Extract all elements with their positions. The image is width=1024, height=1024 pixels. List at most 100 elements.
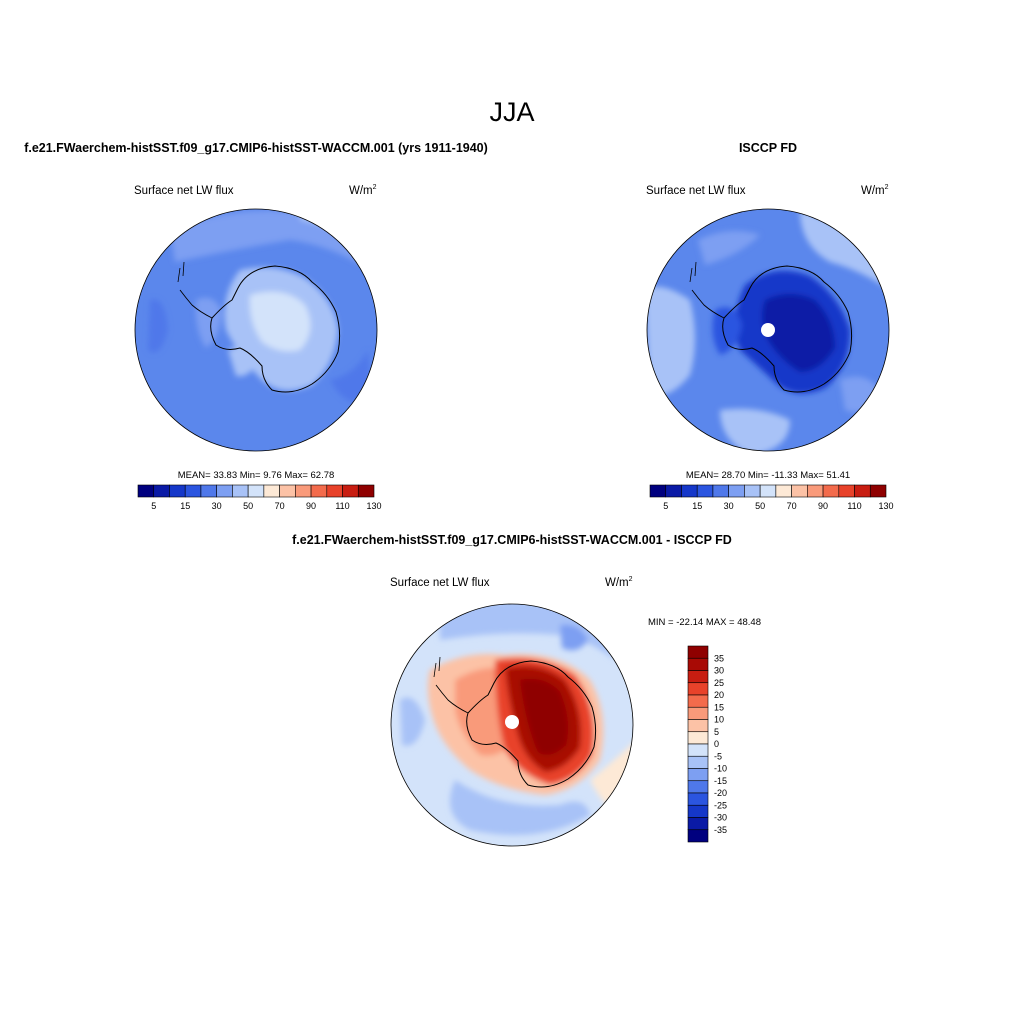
- colorbar-swatch: [326, 484, 343, 498]
- colorbar-swatch: [712, 484, 729, 498]
- colorbar-tick-label: 50: [755, 501, 765, 511]
- panel-2-units: W/m2: [861, 184, 889, 197]
- colorbar-swatch: [665, 484, 682, 498]
- colorbar-swatch: [687, 694, 709, 708]
- colorbar-tick-label: 130: [878, 501, 893, 511]
- colorbar-swatch: [153, 484, 170, 498]
- colorbar-swatch: [687, 768, 709, 782]
- panel-diff: Surface net LW flux W/m2 MIN = -22.14: [390, 576, 761, 847]
- polar-map-obs: [647, 209, 889, 451]
- colorbar-swatch: [687, 804, 709, 818]
- colorbar-swatch: [687, 645, 709, 659]
- colorbar-tick-label: 90: [818, 501, 828, 511]
- polar-map-diff-border: [390, 603, 634, 847]
- colorbar-tick-label: -30: [714, 813, 727, 823]
- colorbar-swatch: [744, 484, 761, 498]
- colorbar-swatch: [357, 484, 375, 498]
- panel-model: Surface net LW flux W/m2 MEAN= 33.83 Min…: [134, 184, 382, 511]
- colorbar-swatch: [263, 484, 280, 498]
- colorbar-swatch: [310, 484, 328, 498]
- colorbar-tick-label: 5: [714, 727, 719, 737]
- colorbar-swatch: [854, 484, 871, 498]
- colorbar-tick-label: 35: [714, 653, 724, 663]
- panel-3-units: W/m2: [605, 576, 633, 589]
- colorbar-swatch: [649, 484, 667, 498]
- colorbar-swatch: [687, 755, 709, 769]
- colorbar-swatch: [687, 792, 709, 806]
- colorbar-swatch: [687, 706, 709, 720]
- panel-1-title: f.e21.FWaerchem-histSST.f09_g17.CMIP6-hi…: [24, 141, 488, 155]
- pole-hole-obs: [761, 323, 775, 337]
- colorbar-swatch: [838, 484, 855, 498]
- colorbar-tick-label: 110: [847, 501, 861, 511]
- polar-map-model-border: [134, 208, 378, 452]
- colorbar-swatch: [791, 484, 808, 498]
- colorbar-swatch: [687, 780, 709, 794]
- colorbar-tick-label: 70: [275, 501, 285, 511]
- colorbar-swatch: [169, 484, 186, 498]
- colorbar-tick-label: 30: [212, 501, 222, 511]
- colorbar-tick-label: 90: [306, 501, 316, 511]
- colorbar-swatch: [681, 484, 698, 498]
- colorbar-tick-label: -20: [714, 788, 727, 798]
- colorbar-swatch: [687, 682, 709, 696]
- colorbar-swatch: [247, 484, 265, 498]
- colorbar-swatch: [687, 670, 709, 684]
- colorbar-swatch: [759, 484, 777, 498]
- colorbar-tick-label: 130: [366, 501, 381, 511]
- colorbar-tick-label: 5: [151, 501, 156, 511]
- panel-1-variable-label: Surface net LW flux: [134, 185, 234, 197]
- colorbar-tick-label: 15: [180, 501, 190, 511]
- colorbar-swatch: [775, 484, 792, 498]
- figure-title: JJA: [489, 97, 534, 127]
- colorbar-tick-label: 0: [714, 739, 719, 749]
- colorbar-tick-label: 30: [714, 666, 724, 676]
- colorbar-model: 5 15 30 50 70 90 110 130: [137, 484, 382, 511]
- colorbar-tick-label: -35: [714, 825, 727, 835]
- colorbar-swatch: [687, 829, 709, 843]
- colorbar-swatch: [342, 484, 359, 498]
- panel-2-variable-label: Surface net LW flux: [646, 185, 746, 197]
- colorbar-tick-label: 15: [714, 702, 724, 712]
- colorbar-swatch: [869, 484, 887, 498]
- colorbar-tick-label: 50: [243, 501, 253, 511]
- panel-1-units: W/m2: [349, 184, 377, 197]
- polar-map-model: [135, 209, 377, 451]
- panel-3-stats: MIN = -22.14 MAX = 48.48: [648, 617, 761, 628]
- colorbar-swatch: [687, 657, 709, 671]
- colorbar-tick-label: 5: [663, 501, 668, 511]
- colorbar-tick-label: 70: [787, 501, 797, 511]
- colorbar-tick-label: 15: [692, 501, 702, 511]
- colorbar-swatch: [687, 719, 709, 733]
- colorbar-swatch: [137, 484, 155, 498]
- pole-hole-diff: [505, 715, 519, 729]
- colorbar-obs: 5 15 30 50 70 90 110 130: [649, 484, 894, 511]
- panel-3-title: f.e21.FWaerchem-histSST.f09_g17.CMIP6-hi…: [292, 533, 732, 547]
- colorbar-swatch: [184, 484, 202, 498]
- panel-obs: Surface net LW flux W/m2 MEAN= 28.70 Min…: [646, 184, 894, 511]
- panel-1-stats: MEAN= 33.83 Min= 9.76 Max= 62.78: [178, 470, 335, 481]
- colorbar-tick-label: -15: [714, 776, 727, 786]
- colorbar-tick-label: -10: [714, 764, 727, 774]
- colorbar-swatch: [696, 484, 714, 498]
- colorbar-swatch: [822, 484, 840, 498]
- colorbar-swatch: [200, 484, 217, 498]
- colorbar-swatch: [216, 484, 233, 498]
- colorbar-swatch: [687, 731, 709, 745]
- colorbar-swatch: [728, 484, 745, 498]
- colorbar-tick-label: 110: [335, 501, 349, 511]
- panel-2-stats: MEAN= 28.70 Min= -11.33 Max= 51.41: [686, 470, 850, 481]
- colorbar-tick-label: 30: [724, 501, 734, 511]
- colorbar-swatch: [232, 484, 249, 498]
- polar-map-obs-border: [646, 208, 890, 452]
- colorbar-swatch: [687, 743, 709, 757]
- colorbar-diff: 35 30 25 20 15 10 5 0 -5 -10 -15 -20 -25 -30 -35: [687, 645, 727, 843]
- colorbar-tick-label: -5: [714, 751, 722, 761]
- colorbar-tick-label: 20: [714, 690, 724, 700]
- colorbar-swatch: [687, 817, 709, 831]
- colorbar-tick-label: 10: [714, 715, 724, 725]
- colorbar-tick-label: -25: [714, 800, 727, 810]
- panel-2-title: ISCCP FD: [739, 141, 797, 155]
- colorbar-tick-label: 25: [714, 678, 724, 688]
